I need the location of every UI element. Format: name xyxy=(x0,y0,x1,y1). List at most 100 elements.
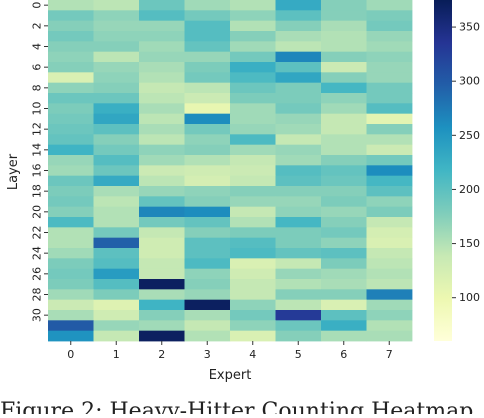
heatmap-cell xyxy=(139,289,185,301)
heatmap-cell xyxy=(93,248,140,259)
heatmap-cell xyxy=(321,165,367,177)
heatmap-cell xyxy=(93,103,140,115)
heatmap-cell xyxy=(230,134,276,146)
heatmap-cell xyxy=(321,124,367,135)
heatmap-cell xyxy=(275,248,322,259)
heatmap-cell xyxy=(184,227,231,239)
heatmap-cell xyxy=(93,113,140,125)
heatmap-cell xyxy=(366,155,413,166)
heatmap-cell xyxy=(93,206,140,218)
heatmap-cell xyxy=(48,258,94,270)
heatmap-cell xyxy=(275,62,322,73)
heatmap-cell xyxy=(93,258,140,270)
heatmap-cell xyxy=(139,258,185,270)
heatmap-cell xyxy=(366,72,413,84)
heatmap-cell xyxy=(230,51,276,63)
heatmap-cell xyxy=(48,217,94,228)
heatmap-cell xyxy=(93,299,140,311)
heatmap-cell xyxy=(139,41,185,53)
heatmap-cell xyxy=(230,155,276,166)
heatmap-cell xyxy=(275,258,322,270)
heatmap-cell xyxy=(93,289,140,301)
heatmap-cell xyxy=(321,62,367,73)
y-axis-label: Layer xyxy=(6,153,21,190)
heatmap-cell xyxy=(48,175,94,187)
heatmap-cell xyxy=(230,196,276,208)
heatmap-cell xyxy=(321,175,367,187)
heatmap-cell xyxy=(321,41,367,53)
heatmap-cell xyxy=(139,227,185,239)
x-tick-label: 1 xyxy=(113,348,120,361)
heatmap-cell xyxy=(184,175,231,187)
heatmap-cell xyxy=(275,82,322,94)
heatmap-cell xyxy=(230,206,276,218)
heatmap-cell xyxy=(366,268,413,280)
heatmap-cell xyxy=(321,279,367,290)
heatmap-cell xyxy=(93,320,140,332)
y-tick-label: 6 xyxy=(30,64,43,71)
heatmap-cell xyxy=(275,20,322,32)
heatmap-cell xyxy=(275,124,322,135)
heatmap-cell xyxy=(48,330,94,342)
heatmap-cell xyxy=(275,165,322,177)
heatmap-cell xyxy=(366,103,413,115)
heatmap-cell xyxy=(48,144,94,156)
heatmap-cell xyxy=(93,124,140,135)
y-tick-label: 22 xyxy=(31,226,44,240)
heatmap-cell xyxy=(48,206,94,218)
heatmap-cell xyxy=(93,268,140,280)
heatmap-cell xyxy=(321,196,367,208)
heatmap-cell xyxy=(366,237,413,249)
heatmap-cell xyxy=(275,103,322,115)
heatmap-cell xyxy=(48,289,94,301)
heatmap-cell xyxy=(48,20,94,32)
heatmap-cell xyxy=(48,41,94,53)
heatmap-cell xyxy=(366,51,413,63)
heatmap-cell xyxy=(139,62,185,73)
heatmap-cell xyxy=(230,82,276,94)
heatmap-cell xyxy=(321,330,367,342)
heatmap-cell xyxy=(93,196,140,208)
heatmap-cell xyxy=(93,51,140,63)
heatmap-cell xyxy=(48,186,94,197)
heatmap-cell xyxy=(139,299,185,311)
heatmap-cell xyxy=(48,299,94,311)
heatmap-cell xyxy=(93,62,140,73)
heatmap-cell xyxy=(275,330,322,342)
colorbar-tick-label: 250 xyxy=(459,129,480,142)
heatmap-cell xyxy=(230,144,276,156)
heatmap-cells xyxy=(48,0,413,342)
heatmap-cell xyxy=(139,0,185,11)
heatmap-cell xyxy=(321,206,367,218)
heatmap-cell xyxy=(321,103,367,115)
heatmap-cell xyxy=(366,93,413,104)
heatmap-cell xyxy=(275,320,322,332)
heatmap-cell xyxy=(139,124,185,135)
heatmap-cell xyxy=(366,196,413,208)
heatmap-cell xyxy=(184,103,231,115)
heatmap-cell xyxy=(230,279,276,290)
heatmap-cell xyxy=(139,196,185,208)
heatmap-cell xyxy=(139,93,185,104)
heatmap-cell xyxy=(93,134,140,146)
y-tick-label: 12 xyxy=(30,122,43,136)
heatmap-cell xyxy=(48,165,94,177)
heatmap-cell xyxy=(184,124,231,135)
heatmap-cell xyxy=(48,0,94,11)
heatmap-cell xyxy=(93,279,140,290)
heatmap-cell xyxy=(230,320,276,332)
heatmap-cell xyxy=(139,103,185,115)
heatmap-cell xyxy=(230,124,276,135)
heatmap-cell xyxy=(366,310,413,321)
y-tick-label: 16 xyxy=(31,164,44,178)
heatmap-cell xyxy=(366,134,413,146)
heatmap-cell xyxy=(275,41,322,53)
x-tick-label: 0 xyxy=(67,348,74,361)
heatmap-cell xyxy=(366,10,413,22)
heatmap-cell xyxy=(321,0,367,11)
heatmap-cell xyxy=(139,10,185,22)
y-tick-label: 4 xyxy=(31,43,44,50)
heatmap-cell xyxy=(48,320,94,332)
heatmap-cell xyxy=(230,165,276,177)
